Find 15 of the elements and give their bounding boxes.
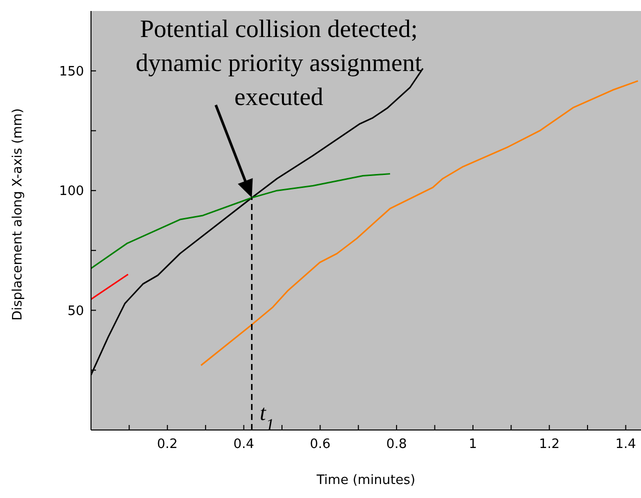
x-tick-label: 1.4 (615, 437, 636, 452)
x-axis-title: Time (minutes) (316, 473, 416, 488)
y-axis-title: Displacement along X-axis (mm) (10, 108, 26, 320)
annotation: Potential collision detected; dynamic priority assignment executed (136, 16, 422, 111)
x-tick-label: 0.4 (233, 437, 254, 452)
y-tick-label: 50 (67, 304, 84, 319)
y-tick-label: 100 (59, 184, 84, 200)
line-series (91, 173, 391, 270)
x-tick-label: 1.2 (538, 437, 560, 452)
y-tick-label: 150 (59, 64, 84, 80)
line-series (200, 80, 639, 366)
x-tick-label: 1 (468, 437, 478, 452)
x-tick-label: 0.6 (310, 437, 331, 452)
x-tick-label: 0.8 (386, 437, 407, 452)
x-tick-label: 0.2 (157, 437, 178, 452)
